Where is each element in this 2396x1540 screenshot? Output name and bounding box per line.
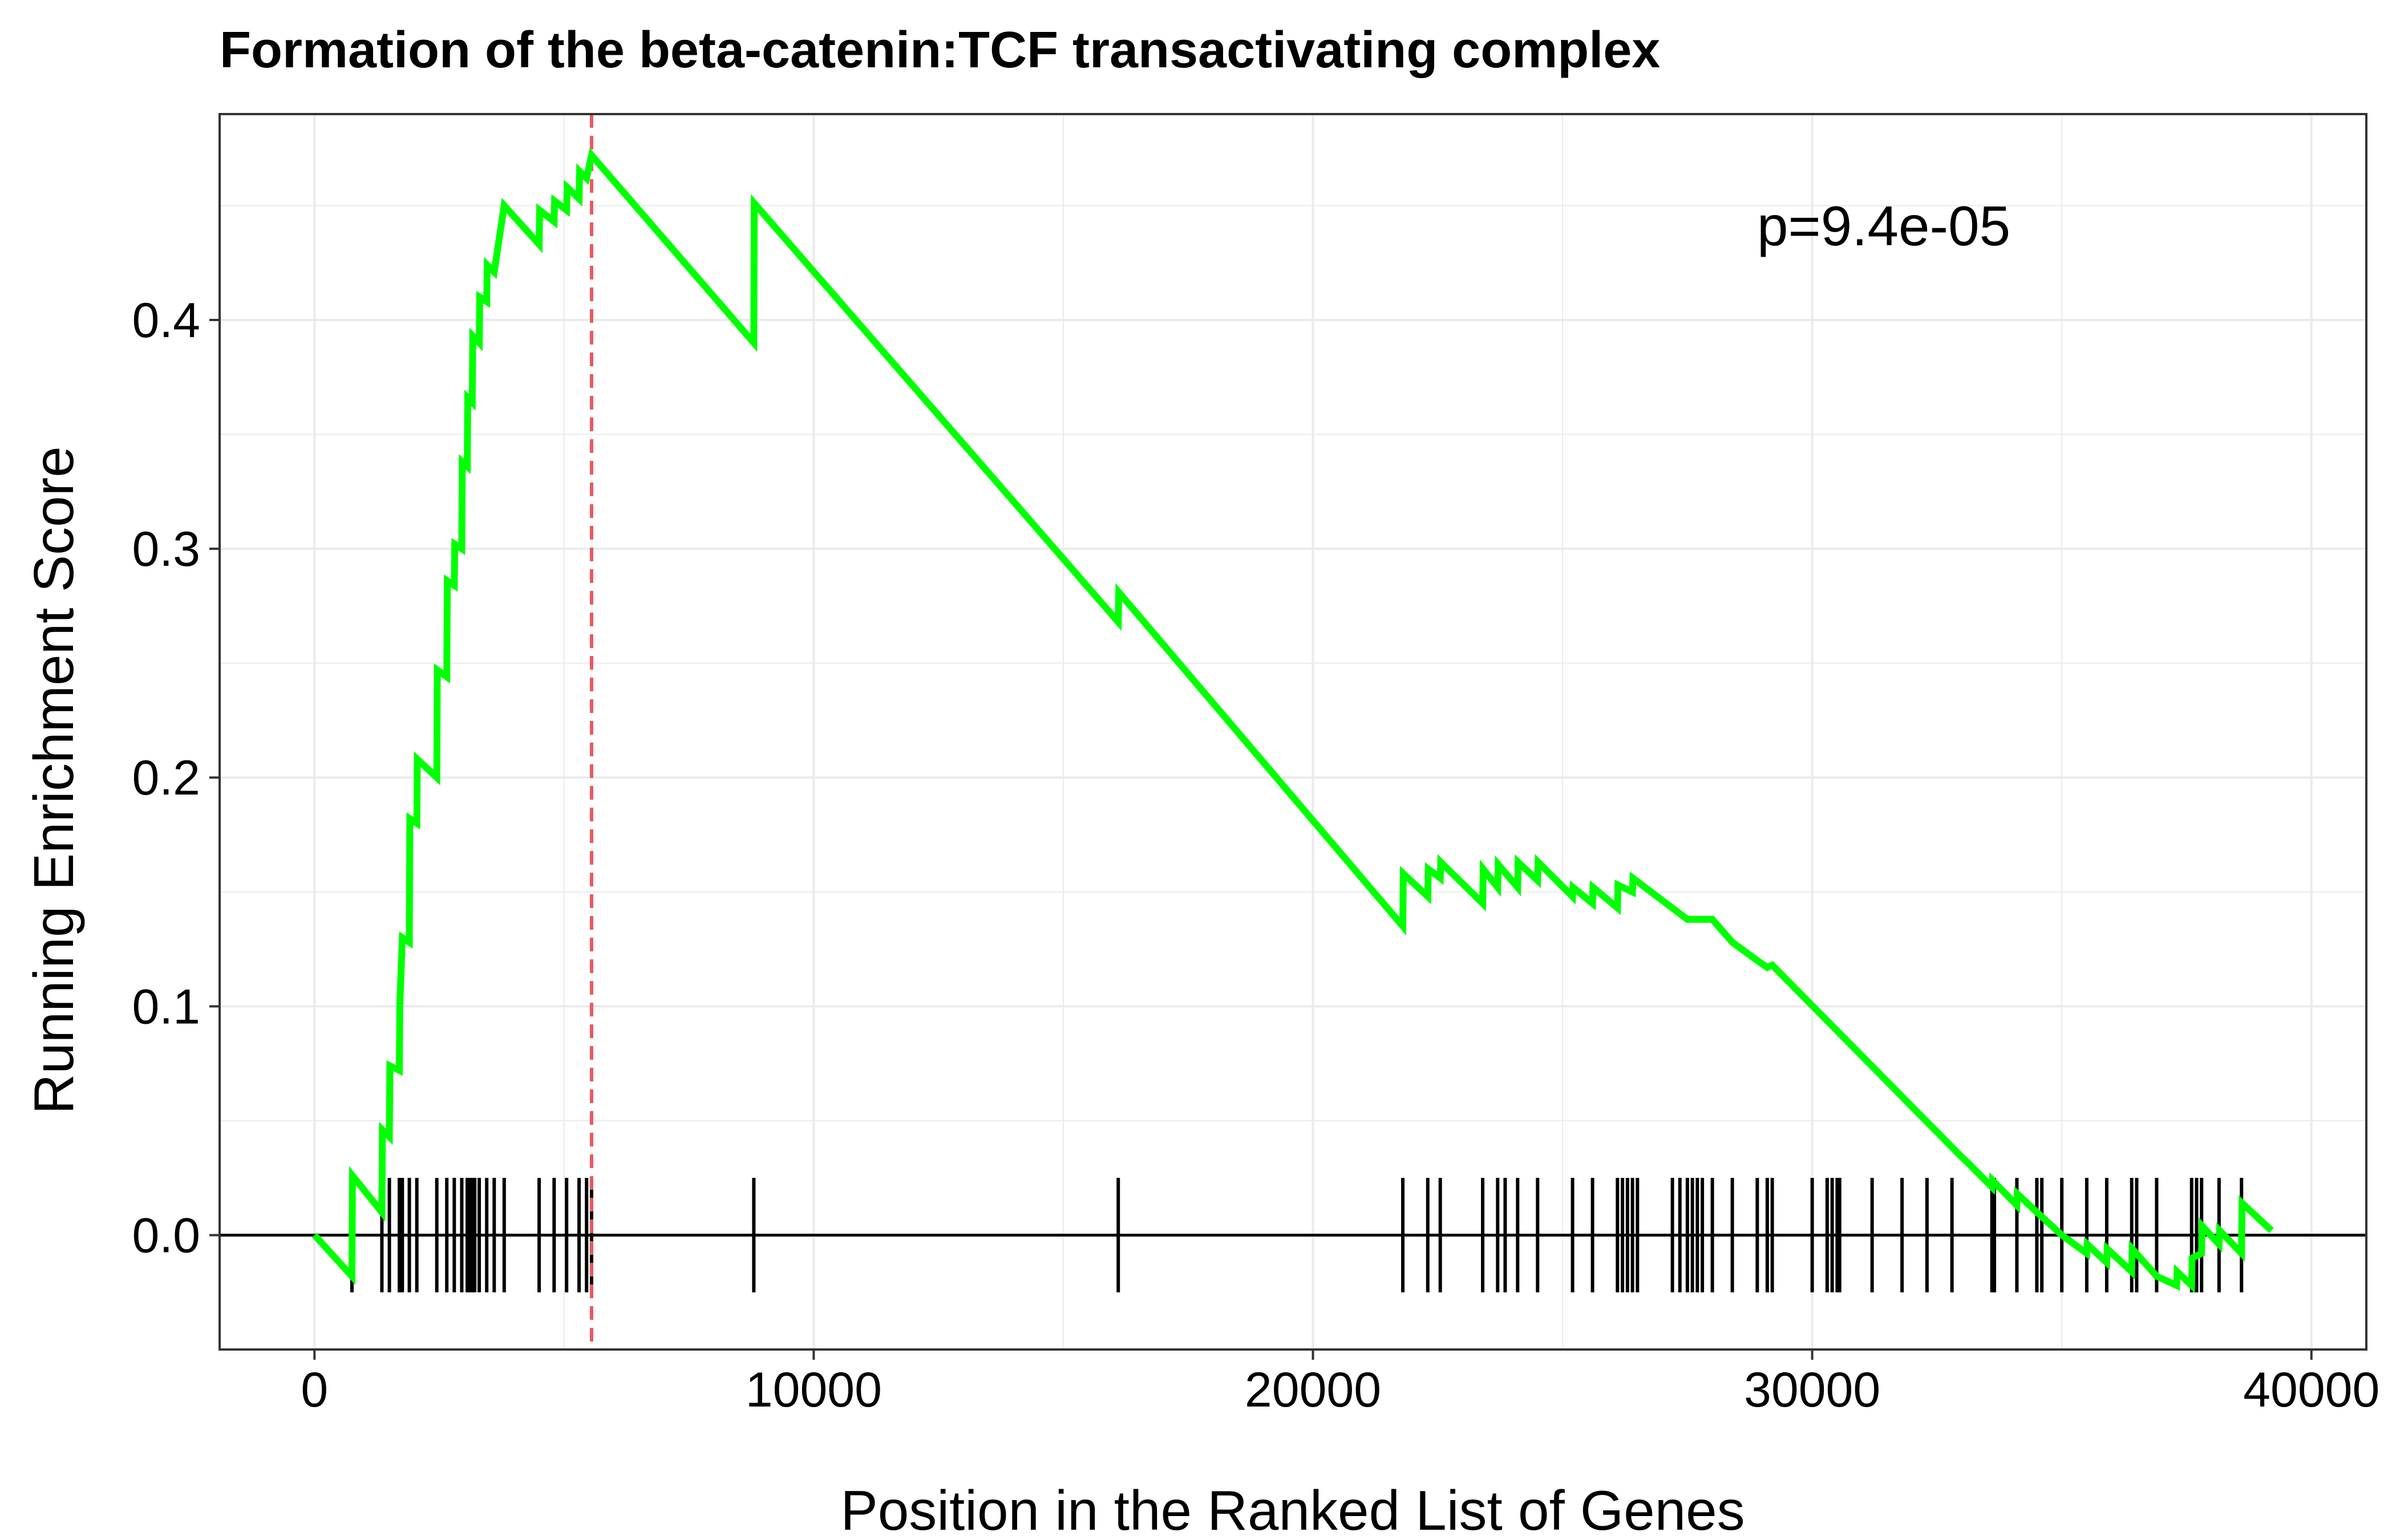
y-tick-label: 0.0 <box>132 1208 200 1263</box>
y-axis-ticks: 0.0 0.1 0.2 0.3 0.4 <box>132 293 220 1263</box>
y-tick-label: 0.4 <box>132 293 200 348</box>
x-tick-label: 40000 <box>2243 1363 2379 1417</box>
x-tick-label: 0 <box>301 1363 328 1417</box>
x-axis-ticks: 0 10000 20000 30000 40000 <box>301 1349 2379 1417</box>
x-tick-label: 20000 <box>1245 1363 1381 1417</box>
series-line <box>311 148 2274 1294</box>
p-value-annotation: p=9.4e-05 <box>1757 194 2010 257</box>
x-tick-label: 30000 <box>1744 1363 1880 1417</box>
enrichment-score-line <box>311 148 2274 1294</box>
chart-title: Formation of the beta-catenin:TCF transa… <box>220 22 1660 79</box>
grid <box>220 114 2366 1350</box>
y-axis-title: Running Enrichment Score <box>22 446 85 1114</box>
x-tick-label: 10000 <box>746 1363 882 1417</box>
y-tick-label: 0.2 <box>132 751 200 805</box>
y-tick-label: 0.1 <box>132 979 200 1034</box>
y-tick-label: 0.3 <box>132 522 200 577</box>
x-axis-title: Position in the Ranked List of Genes <box>840 1479 1745 1540</box>
plot-panel-border <box>218 113 2367 1351</box>
